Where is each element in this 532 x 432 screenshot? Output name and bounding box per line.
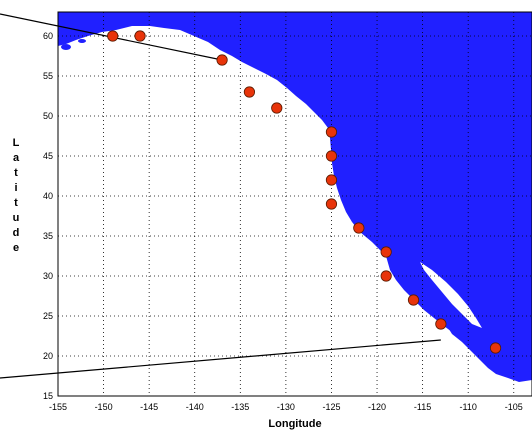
y-tick-label: 60	[43, 31, 53, 41]
station-marker	[244, 87, 254, 97]
station-marker	[326, 127, 336, 137]
x-tick-label: -140	[186, 402, 204, 412]
y-axis-title-letter: u	[13, 212, 20, 224]
station-marker	[107, 31, 117, 41]
y-axis-title-letter: a	[13, 152, 20, 164]
station-marker	[326, 199, 336, 209]
y-axis-title-letter: t	[14, 167, 18, 179]
y-axis-title-letter: e	[13, 242, 19, 254]
y-tick-label: 40	[43, 191, 53, 201]
station-marker	[217, 55, 227, 65]
station-marker	[436, 319, 446, 329]
y-axis-title-letter: t	[14, 197, 18, 209]
station-marker	[381, 271, 391, 281]
y-tick-label: 45	[43, 151, 53, 161]
y-axis-title-letter: d	[13, 227, 20, 239]
y-tick-label: 15	[43, 391, 53, 401]
x-tick-label: -145	[140, 402, 158, 412]
station-marker	[354, 223, 364, 233]
x-tick-label: -120	[368, 402, 386, 412]
x-tick-label: -155	[49, 402, 67, 412]
y-axis-title-letter: i	[14, 182, 17, 194]
x-tick-labels: -155 -150 -145 -140 -135 -130 -125 -120 -115 -110…	[49, 402, 523, 412]
y-tick-label: 20	[43, 351, 53, 361]
y-axis-title-letter: L	[13, 137, 20, 149]
island	[78, 39, 86, 43]
y-tick-label: 55	[43, 71, 53, 81]
y-tick-label: 50	[43, 111, 53, 121]
station-marker	[381, 247, 391, 257]
station-marker	[135, 31, 145, 41]
x-tick-label: -105	[505, 402, 523, 412]
y-tick-label: 30	[43, 271, 53, 281]
x-tick-label: -150	[95, 402, 113, 412]
y-tick-label: 35	[43, 231, 53, 241]
y-tick-label: 25	[43, 311, 53, 321]
x-tick-label: -135	[231, 402, 249, 412]
x-tick-label: -110	[460, 402, 477, 412]
station-marker	[326, 175, 336, 185]
x-tick-label: -130	[277, 402, 295, 412]
x-tick-label: -125	[322, 402, 340, 412]
station-marker	[408, 295, 418, 305]
island	[61, 44, 71, 50]
station-marker	[490, 343, 500, 353]
station-marker	[326, 151, 336, 161]
x-axis-title: Longitude	[268, 418, 321, 430]
station-marker	[272, 103, 282, 113]
x-tick-label: -115	[414, 402, 431, 412]
y-tick-labels: 15 20 25 30 35 40 45 50 55 60	[43, 31, 53, 401]
